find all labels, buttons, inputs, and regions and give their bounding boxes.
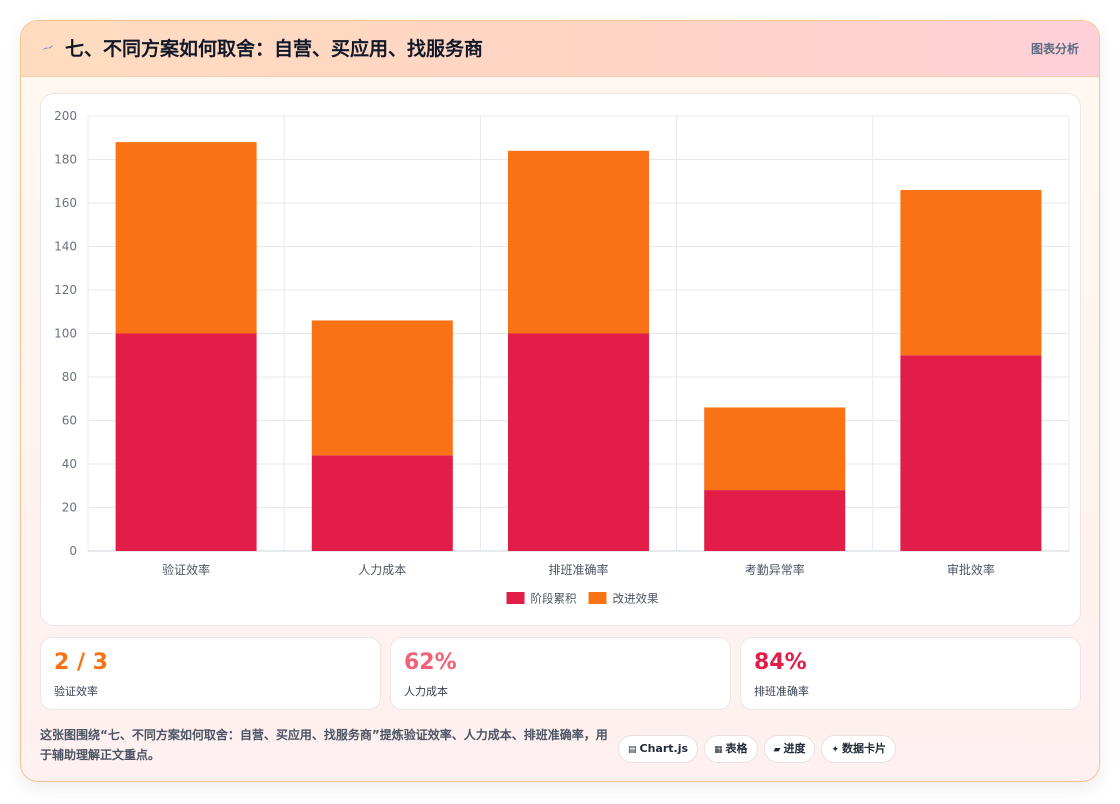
y-tick-label: 20: [62, 501, 77, 515]
legend-label: 阶段累积: [531, 592, 577, 606]
y-tick-label: 80: [62, 370, 77, 384]
chip-label: 表格: [725, 742, 748, 755]
chip-chartjs[interactable]: ▤ Chart.js: [618, 735, 699, 763]
bar-segment: [704, 407, 846, 491]
stat-card: 2 / 3 验证效率: [40, 637, 381, 710]
progress-icon: ▰: [773, 745, 781, 755]
card-header: 七、不同方案如何取舍：自营、买应用、找服务商 图表分析: [21, 21, 1099, 77]
chip-table[interactable]: ▦ 表格: [704, 735, 758, 763]
x-tick-label: 排班准确率: [548, 562, 608, 577]
bar-segment: [900, 189, 1042, 356]
legend-label: 改进效果: [613, 592, 659, 606]
y-tick-label: 120: [54, 283, 77, 297]
chip-label: Chart.js: [639, 742, 689, 755]
y-tick-label: 140: [54, 240, 77, 254]
x-tick-label: 人力成本: [358, 563, 406, 577]
x-tick-label: 审批效率: [947, 562, 995, 577]
chart-icon: ▤: [628, 745, 637, 755]
chart-card: 七、不同方案如何取舍：自营、买应用、找服务商 图表分析 0 20 40 60 80 100…: [20, 20, 1100, 782]
bar-segment: [311, 455, 453, 551]
bar-segment: [115, 333, 257, 551]
bar-segment: [311, 320, 453, 456]
chip-progress[interactable]: ▰ 进度: [763, 735, 816, 763]
lightning-icon: [42, 45, 54, 50]
chip-label: 进度: [783, 742, 806, 755]
stat-card: 62% 人力成本: [390, 637, 731, 710]
x-tick-label: 考勤异常率: [745, 562, 805, 577]
bar-segment: [508, 333, 649, 551]
stat-label: 排班准确率: [754, 685, 809, 698]
y-tick-label: 180: [54, 153, 77, 167]
y-tick-label: 200: [54, 109, 77, 123]
bar-segment: [900, 355, 1042, 551]
stats-row: 2 / 3 验证效率 62% 人力成本 84% 排班准确率: [40, 637, 1081, 710]
bar-segment: [508, 150, 649, 334]
stat-value: 2 / 3: [54, 650, 108, 675]
y-tick-label: 0: [69, 544, 77, 558]
chip-data-card[interactable]: ✦ 数据卡片: [821, 735, 897, 763]
stat-label: 人力成本: [404, 685, 448, 698]
legend-swatch: [588, 592, 607, 604]
stat-card: 84% 排班准确率: [740, 637, 1081, 710]
table-icon: ▦: [714, 745, 723, 755]
card-icon: ✦: [831, 745, 840, 755]
y-tick-label: 40: [62, 457, 77, 471]
stat-value: 62%: [404, 650, 457, 675]
legend-swatch: [506, 592, 525, 604]
chip-label: 数据卡片: [842, 742, 887, 755]
page-title: 七、不同方案如何取舍：自营、买应用、找服务商: [65, 38, 484, 60]
bar-segment: [115, 142, 257, 334]
tech-chips: ▤ Chart.js ▦ 表格 ▰ 进度 ✦ 数据卡片: [618, 735, 902, 763]
chart-description: 这张图围绕“七、不同方案如何取舍：自营、买应用、找服务商”提炼验证效率、人力成本…: [40, 728, 608, 762]
stat-label: 验证效率: [54, 685, 98, 698]
chart-analysis-tag[interactable]: 图表分析: [1030, 42, 1079, 56]
stacked-bar-chart: 0 20 40 60 80 100 120 140 160 180 200 验证效率 人力成本 排班准确率…: [54, 109, 1070, 606]
bar-segment: [704, 490, 846, 551]
y-tick-label: 160: [54, 196, 77, 210]
chart-container: 0 20 40 60 80 100 120 140 160 180 200 验证效率 人力成本 排班准确率…: [40, 93, 1081, 626]
stat-value: 84%: [754, 650, 807, 675]
y-tick-label: 100: [54, 327, 77, 341]
x-tick-label: 验证效率: [162, 562, 210, 577]
y-tick-label: 60: [62, 414, 77, 428]
